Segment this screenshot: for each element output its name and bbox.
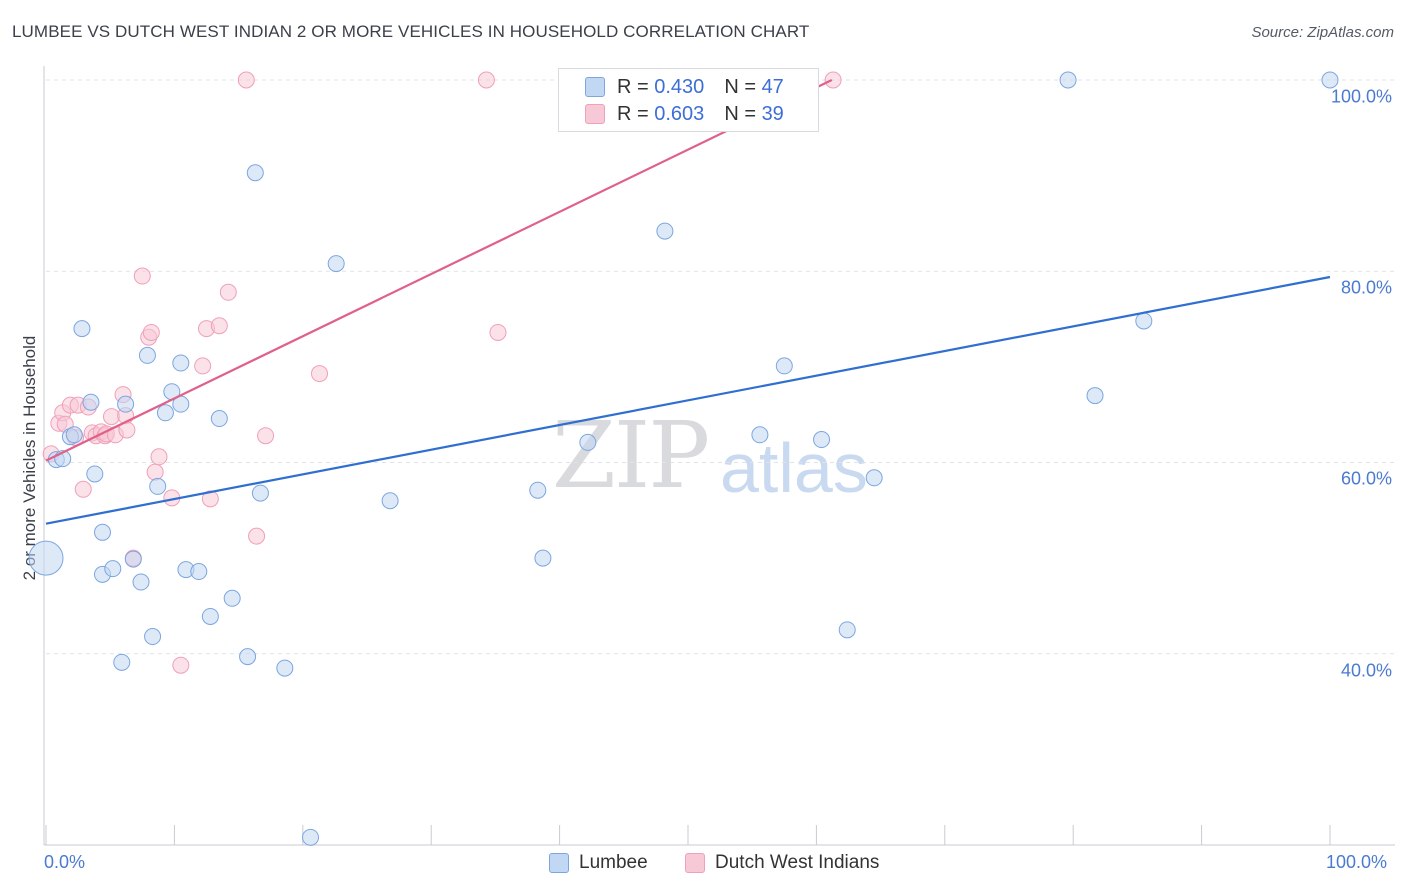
legend-r-value: 0.603: [654, 102, 705, 125]
trend-lines: [45, 79, 1331, 525]
point-lumbee: [813, 431, 831, 449]
point-lumbee: [113, 653, 131, 671]
legend-n-label: N =: [724, 102, 762, 125]
point-lumbee: [775, 357, 793, 375]
bottom-swatch-dutch: [685, 853, 705, 873]
point-lumbee: [1086, 387, 1104, 405]
watermark-atlas: atlas: [720, 429, 868, 507]
point-lumbee: [210, 410, 228, 428]
legend-swatch-dutch: [585, 104, 605, 124]
point-lumbee: [579, 433, 597, 451]
axes: [43, 66, 1395, 846]
point-lumbee: [239, 648, 257, 666]
point-lumbee: [117, 395, 135, 413]
point-dutch-west-indians: [142, 323, 160, 341]
point-dutch-west-indians: [150, 448, 168, 466]
y-tick-60: 60.0%: [1340, 468, 1392, 489]
point-dutch-west-indians: [248, 527, 266, 545]
point-lumbee: [190, 563, 208, 581]
point-lumbee: [132, 573, 150, 591]
point-lumbee: [251, 484, 269, 502]
gridlines: [46, 79, 1395, 655]
point-dutch-west-indians: [201, 490, 219, 508]
point-dutch-west-indians: [133, 267, 151, 285]
point-lumbee: [302, 828, 320, 846]
point-lumbee: [172, 354, 190, 372]
x-tick-0: 0.0%: [44, 852, 86, 872]
legend-r-label: R =: [617, 102, 655, 125]
point-lumbee: [144, 628, 162, 646]
point-lumbee: [534, 549, 552, 567]
point-dutch-west-indians: [74, 480, 92, 498]
legend-row-lumbee: R = 0.430 N = 47: [559, 74, 784, 100]
y-tick-80: 80.0%: [1340, 277, 1392, 298]
point-dutch-west-indians: [257, 427, 275, 445]
point-lumbee: [138, 346, 156, 364]
legend-swatch-lumbee: [585, 77, 605, 97]
point-dutch-west-indians: [237, 71, 255, 89]
point-lumbee: [149, 477, 167, 495]
point-lumbee: [93, 523, 111, 541]
point-lumbee: [156, 404, 174, 422]
point-lumbee: [86, 465, 104, 483]
point-lumbee: [327, 255, 345, 273]
series-dutch-west-indians: [42, 71, 842, 674]
bottom-swatch-lumbee: [549, 853, 569, 873]
bottom-legend-dutch: Dutch West Indians: [685, 852, 879, 874]
legend-n-label: N =: [724, 75, 762, 98]
legend: R = 0.430 N = 47 R = 0.603 N = 39: [558, 68, 819, 132]
point-lumbee: [65, 426, 83, 444]
point-dutch-west-indians: [210, 317, 228, 335]
point-dutch-west-indians: [477, 71, 495, 89]
point-dutch-west-indians: [824, 71, 842, 89]
point-lumbee: [82, 393, 100, 411]
series-lumbee: [28, 71, 1339, 846]
watermark-zip: ZIP: [552, 402, 710, 509]
bottom-legend-label: Dutch West Indians: [715, 852, 880, 873]
point-lumbee: [223, 589, 241, 607]
legend-n-value: 47: [761, 75, 784, 98]
legend-row-dutch: R = 0.603 N = 39: [559, 101, 784, 127]
point-lumbee: [838, 621, 856, 639]
trend-line-lumbee: [45, 275, 1331, 525]
y-tick-100: 100.0%: [1330, 86, 1392, 107]
legend-r-label: R =: [617, 75, 655, 98]
y-tick-40: 40.0%: [1340, 660, 1392, 681]
trend-line-dutch-west-indians: [45, 79, 833, 462]
bottom-legend-lumbee: Lumbee: [549, 852, 648, 874]
legend-n-value: 39: [761, 102, 784, 125]
point-lumbee: [28, 540, 64, 576]
point-dutch-west-indians: [146, 463, 164, 481]
point-lumbee: [381, 492, 399, 510]
point-lumbee: [751, 426, 769, 444]
point-lumbee: [246, 164, 264, 182]
point-dutch-west-indians: [489, 323, 507, 341]
point-lumbee: [656, 222, 674, 240]
point-lumbee: [865, 469, 883, 487]
point-dutch-west-indians: [102, 408, 120, 426]
point-dutch-west-indians: [194, 357, 212, 375]
point-lumbee: [276, 659, 294, 677]
point-lumbee: [1321, 71, 1339, 89]
point-dutch-west-indians: [219, 283, 237, 301]
point-lumbee: [104, 560, 122, 578]
point-lumbee: [529, 481, 547, 499]
point-lumbee: [1135, 312, 1153, 330]
point-lumbee: [201, 607, 219, 625]
point-lumbee: [124, 550, 142, 568]
x-tick-100: 100.0%: [1326, 852, 1388, 872]
source-label: Source: ZipAtlas.com: [1251, 24, 1394, 41]
point-dutch-west-indians: [172, 656, 190, 674]
point-lumbee: [73, 320, 91, 338]
bottom-legend-label: Lumbee: [579, 852, 648, 873]
legend-r-value: 0.430: [654, 75, 705, 98]
point-lumbee: [1059, 71, 1077, 89]
chart-title: LUMBEE VS DUTCH WEST INDIAN 2 OR MORE VE…: [12, 22, 810, 41]
point-dutch-west-indians: [310, 365, 328, 383]
